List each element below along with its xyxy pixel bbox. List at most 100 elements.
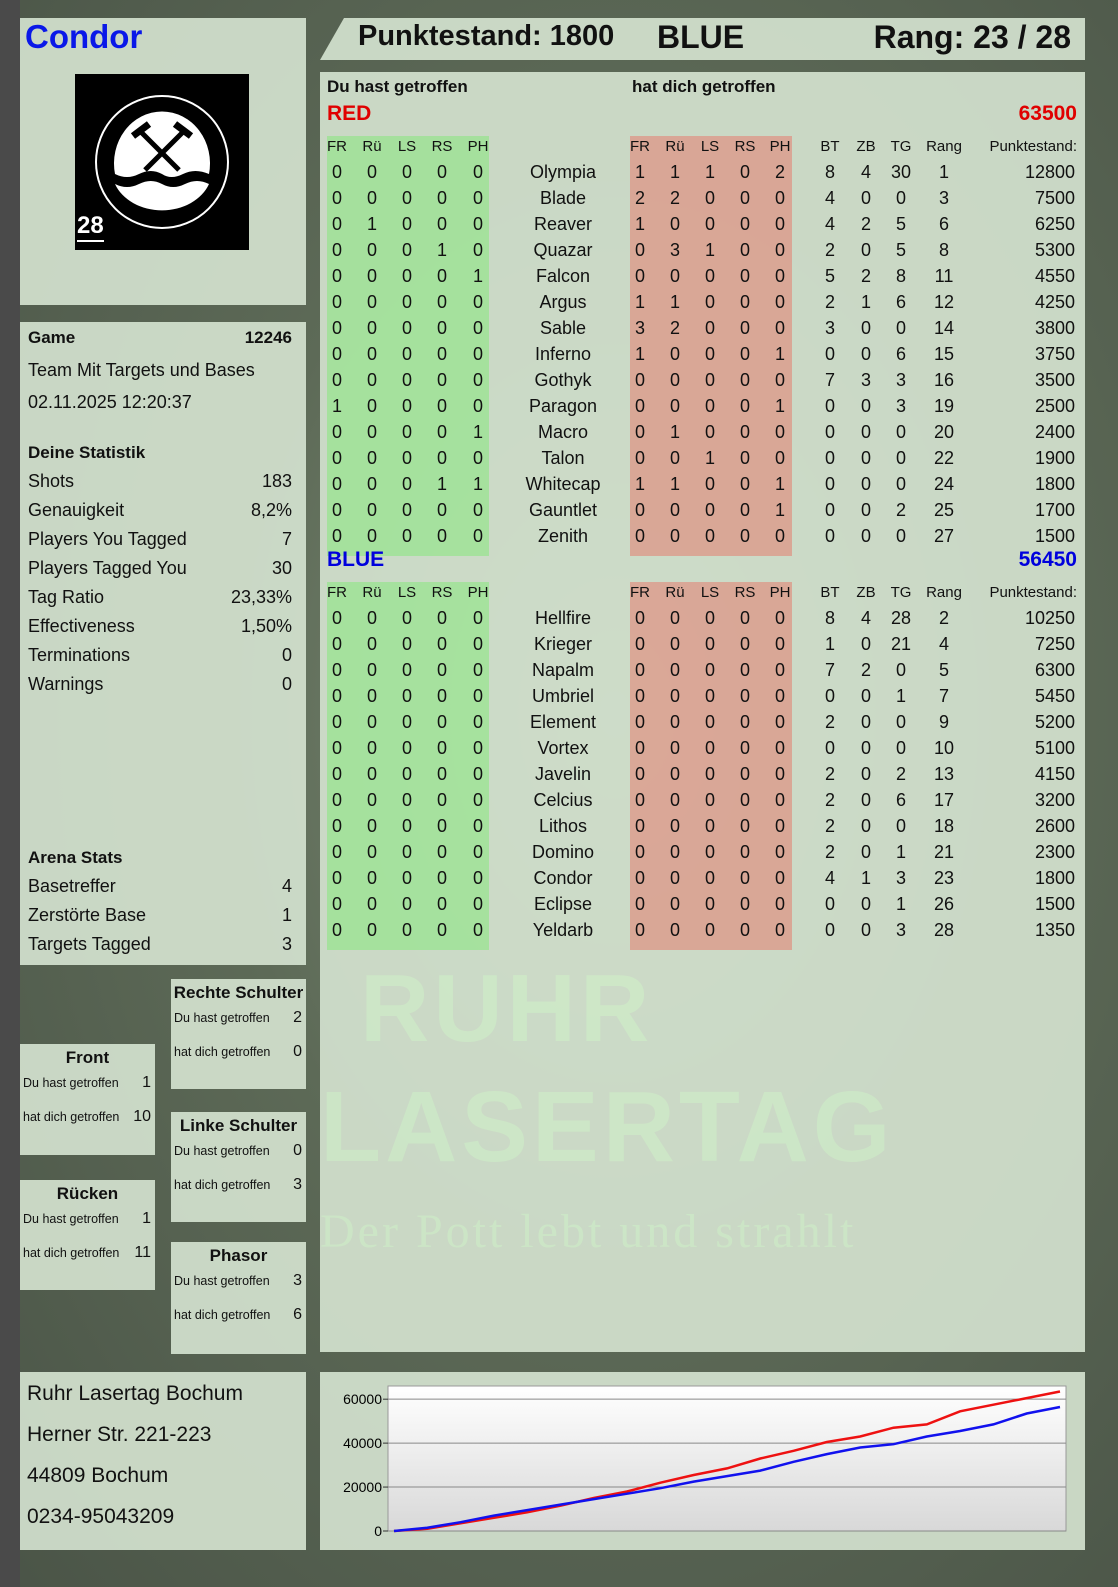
chart-y-tick-label: 60000 [343,1391,382,1407]
you-hit-RS: 0 [436,920,448,940]
hit-you-Rü: 1 [669,474,681,494]
chart-y-tick-label: 40000 [343,1435,382,1451]
you-hit-RS: 1 [436,474,448,494]
player-rank: 13 [933,764,955,784]
player-row: 0 0 0 0 0 Lithos 0 0 0 0 0 2 0 0 18 2600 [320,816,1085,842]
col-header-Rang: Rang [926,138,962,155]
player-bt: 0 [824,474,836,494]
you-hit-RS: 0 [436,634,448,654]
you-hit-RS: 0 [436,396,448,416]
player-zb: 0 [860,634,872,654]
hit-you-FR: 1 [634,162,646,182]
hit-you-Rü: 0 [669,686,681,706]
player-rank: 20 [933,422,955,442]
arena-stat-label: Targets Tagged [28,934,151,954]
hit-you-FR: 0 [634,660,646,680]
player-row: 0 0 0 0 0 Domino 0 0 0 0 0 2 0 1 21 2300 [320,842,1085,868]
hit-you-RS: 0 [739,894,751,914]
player-rank: 27 [933,526,955,546]
stat-row: Terminations 0 [28,645,292,666]
player-name: Krieger [533,634,593,654]
address-line: 44809 Bochum [27,1464,169,1487]
hit-you-Rü: 0 [669,816,681,836]
player-bt: 4 [824,188,836,208]
hit-you-FR: 0 [634,738,646,758]
stat-row: Warnings 0 [28,674,292,695]
you-hit-PH: 0 [472,526,484,546]
hit-you-Rü: 2 [669,318,681,338]
player-name: Gauntlet [528,500,598,520]
hit-you-RS: 0 [739,526,751,546]
you-hit-FR: 0 [331,686,343,706]
hit-you-RS: 0 [739,738,751,758]
you-hit-Rü: 0 [366,608,378,628]
hit-you-column-block [630,582,792,950]
you-hit-LS: 0 [401,868,413,888]
arena-stat-value: 4 [281,876,292,896]
hitzone-them-row: hat dich getroffen 0 [174,1043,302,1061]
watermark-ruhr: RUHR [360,955,654,1062]
hit-you-PH: 0 [774,370,786,390]
hit-you-FR: 2 [634,188,646,208]
hit-you-Rü: 0 [669,894,681,914]
you-hit-PH: 0 [472,240,484,260]
you-hit-PH: 0 [472,214,484,234]
you-hit-RS: 0 [436,816,448,836]
you-hit-FR: 0 [331,660,343,680]
hit-you-Rü: 0 [669,608,681,628]
hitzone-front: Front Du hast getroffen 1 hat dich getroffe… [20,1044,155,1155]
player-score: 1350 [1034,920,1075,940]
player-row: 0 0 0 0 0 Yeldarb 0 0 0 0 0 0 0 3 28 1350 [320,920,1085,946]
player-tg: 2 [895,500,907,520]
you-hit-RS: 0 [436,344,448,364]
player-zb: 0 [860,920,872,940]
you-hit-FR: 0 [331,738,343,758]
player-name: Eclipse [533,894,593,914]
hit-you-Rü: 1 [669,162,681,182]
you-hit-Rü: 0 [366,162,378,182]
player-score: 3200 [1034,790,1075,810]
player-row: 0 0 0 0 0 Argus 1 1 0 0 0 2 1 6 12 4250 [320,292,1085,318]
player-rank: 19 [933,396,955,416]
player-tg: 30 [890,162,912,182]
hit-you-FR: 1 [634,214,646,234]
you-hit-PH: 0 [472,318,484,338]
you-hit-Rü: 0 [366,738,378,758]
stats-title-text: Deine Statistik [28,443,146,462]
you-hit-Rü: 0 [366,188,378,208]
hitzone-linke-schulter: Linke Schulter Du hast getroffen 0 hat dich… [171,1112,306,1222]
you-hit-LS: 0 [401,790,413,810]
player-bt: 0 [824,526,836,546]
player-row: 1 0 0 0 0 Paragon 0 0 0 0 1 0 0 3 19 2500 [320,396,1085,422]
hit-you-LS: 0 [704,712,716,732]
player-zb: 2 [860,266,872,286]
you-hit-RS: 0 [436,526,448,546]
player-bt: 2 [824,292,836,312]
hit-you-LS: 0 [704,686,716,706]
hit-you-Rü: 0 [669,842,681,862]
hitzone-them-value: 3 [293,1176,302,1193]
hit-you-LS: 0 [704,526,716,546]
hit-you-Rü: 1 [669,292,681,312]
arena-title: Arena Stats [28,848,292,868]
hitzone-you-row: Du hast getroffen 0 [174,1142,302,1160]
you-hit-Rü: 0 [366,344,378,364]
player-zb: 0 [860,894,872,914]
stat-row: Genauigkeit 8,2% [28,500,292,521]
you-hit-RS: 0 [436,214,448,234]
player-tg: 0 [895,188,907,208]
player-row: 0 0 0 0 1 Falcon 0 0 0 0 0 5 2 8 11 4550 [320,266,1085,292]
hit-you-RS: 0 [739,608,751,628]
col-header-them-LS: LS [700,584,720,601]
arena-title-text: Arena Stats [28,848,123,867]
hit-you-PH: 0 [774,318,786,338]
hit-you-Rü: 0 [669,920,681,940]
player-tg: 0 [895,712,907,732]
arena-stat-row: Basetreffer 4 [28,876,292,897]
you-hit-RS: 0 [436,894,448,914]
player-bt: 2 [824,240,836,260]
game-datetime: 02.11.2025 12:20:37 [28,392,292,413]
hit-you-PH: 0 [774,894,786,914]
hit-you-FR: 0 [634,240,646,260]
player-name: Javelin [534,764,592,784]
